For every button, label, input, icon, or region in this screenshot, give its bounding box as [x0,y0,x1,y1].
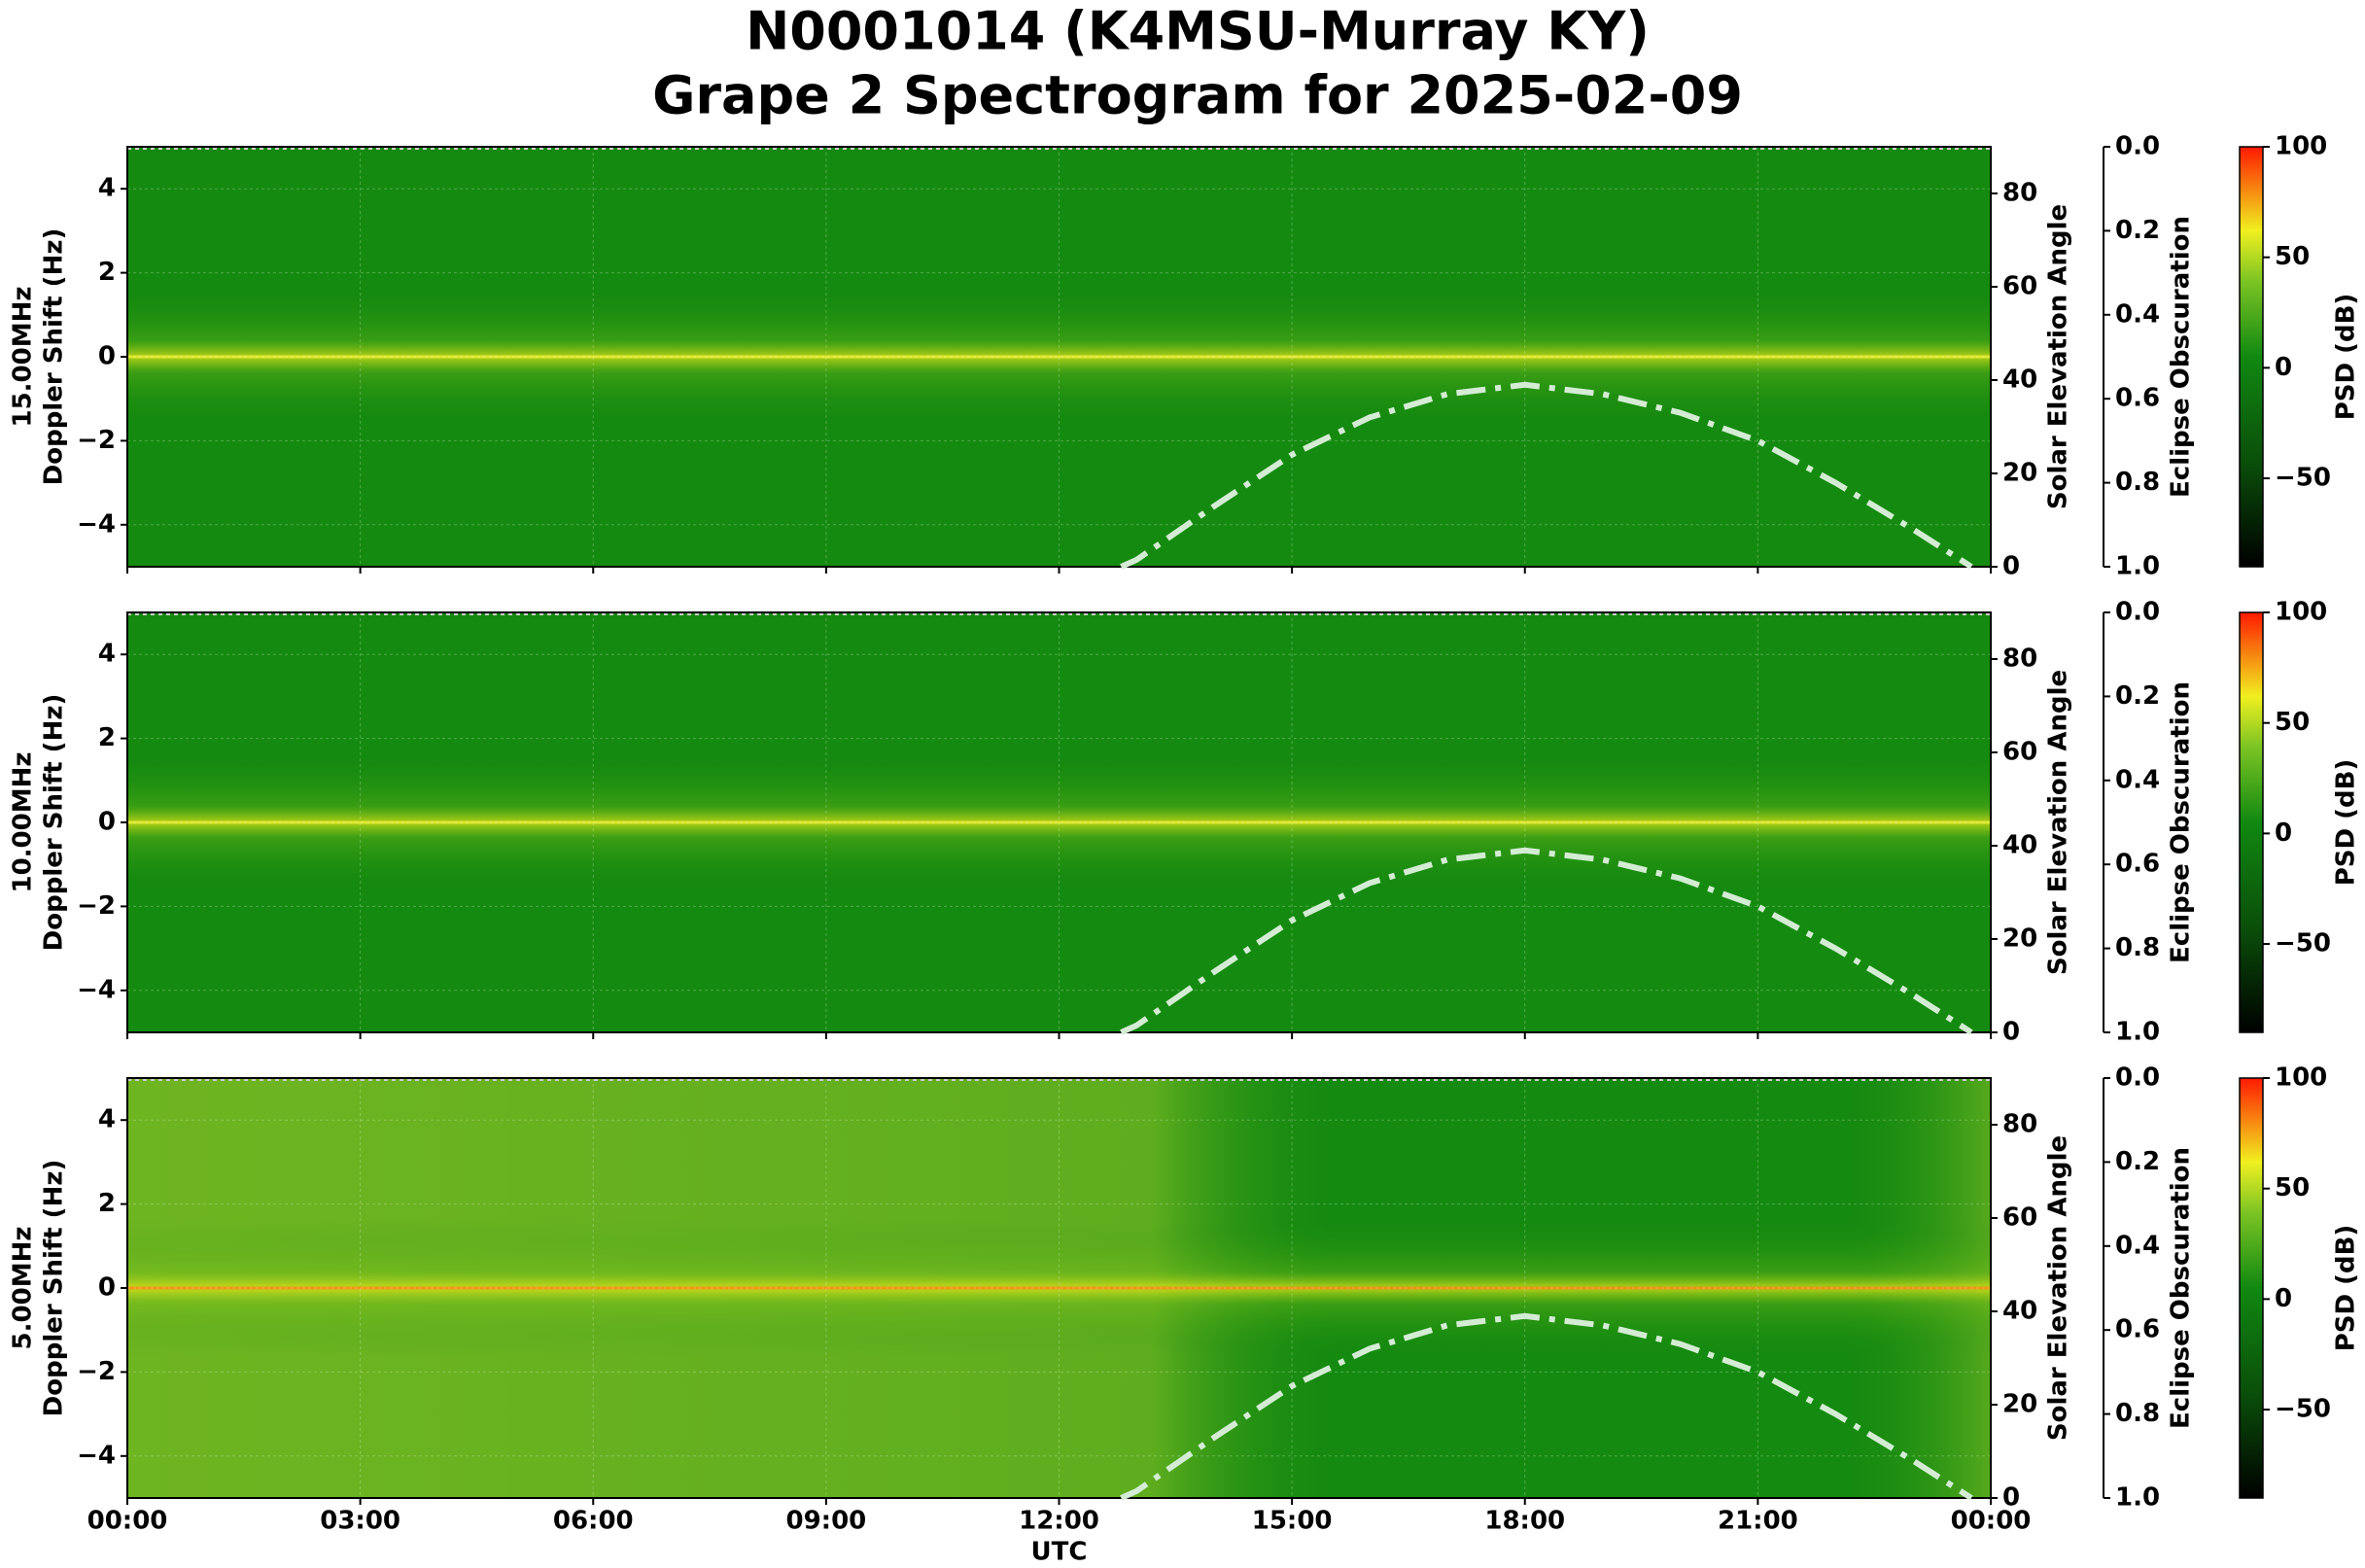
y2-tick-label: 40 [2002,831,2037,860]
y-tick-label: −2 [77,1357,116,1386]
eclipse-tick-label: 0.2 [2115,1147,2160,1176]
eclipse-tick-label: 0.2 [2115,681,2160,711]
eclipse-axis-label: Eclipse Obscuration [2167,216,2196,498]
eclipse-tick-label: 1.0 [2115,1483,2160,1513]
y2-tick-label: 0 [2002,1018,2020,1047]
y-tick-label: 2 [98,1189,116,1218]
colorbar-tick-label: −50 [2275,1395,2331,1424]
colorbar-tick-label: 0 [2275,819,2292,848]
colorbar-tick-label: 0 [2275,353,2292,382]
x-tick-label: 18:00 [1484,1507,1565,1536]
solar-elevation-line [1120,1312,1973,1501]
eclipse-tick-label: 0.0 [2115,598,2160,627]
solar-elevation-line [1120,847,1973,1035]
colorbar-label: PSD (dB) [2332,294,2361,421]
y2-tick-label: 80 [2002,1110,2037,1139]
colorbar-tick-label: 50 [2275,1173,2310,1202]
y2-tick-label: 20 [2002,459,2037,488]
x-tick-label: 00:00 [1951,1507,2032,1536]
y-axis-label: 5.00MHz [9,1227,38,1350]
y-axis-label: Doppler Shift (Hz) [40,1160,69,1417]
y2-tick-label: 60 [2002,1203,2037,1233]
eclipse-tick-label: 0.8 [2115,468,2160,497]
colorbar-tick-label: 0 [2275,1284,2292,1313]
x-tick-label: 00:00 [87,1507,168,1536]
colorbar-tick-label: 100 [2275,132,2327,161]
x-tick-label: 09:00 [785,1507,866,1536]
y-axis-label: Doppler Shift (Hz) [40,228,69,486]
x-tick-label: 15:00 [1252,1507,1333,1536]
eclipse-tick-label: 0.4 [2115,299,2160,329]
colorbar-tick-label: 100 [2275,598,2327,627]
y-axis-label: 10.00MHz [9,751,38,892]
colorbar [2239,146,2264,568]
eclipse-tick-label: 1.0 [2115,552,2160,581]
eclipse-tick-label: 0.4 [2115,1231,2160,1260]
eclipse-tick-label: 0.8 [2115,933,2160,962]
x-tick-label: 06:00 [553,1507,634,1536]
x-tick-label: 03:00 [320,1507,400,1536]
y2-tick-label: 0 [2002,552,2020,581]
colorbar [2239,1077,2264,1499]
x-axis-label: UTC [1031,1538,1088,1567]
solar-elevation-line [1120,381,1973,570]
y2-tick-label: 60 [2002,272,2037,301]
y-tick-label: −4 [77,975,116,1004]
colorbar-tick-label: 50 [2275,242,2310,271]
y2-tick-label: 80 [2002,179,2037,208]
y2-axis-label: Solar Elevation Angle [2044,670,2073,975]
y2-tick-label: 20 [2002,924,2037,954]
eclipse-tick-label: 0.6 [2115,384,2160,413]
y2-tick-label: 0 [2002,1483,2020,1513]
eclipse-tick-label: 0.0 [2115,1063,2160,1093]
y-tick-label: −4 [77,1441,116,1470]
colorbar-tick-label: −50 [2275,464,2331,493]
y-tick-label: −4 [77,509,116,539]
colorbar-label: PSD (dB) [2332,759,2361,887]
eclipse-tick-label: 0.8 [2115,1399,2160,1428]
y-tick-label: 0 [98,808,116,837]
y2-tick-label: 60 [2002,738,2037,767]
y-tick-label: 0 [98,342,116,371]
y-tick-label: 4 [98,640,116,669]
x-tick-label: 21:00 [1718,1507,1798,1536]
chart-title: N0001014 (K4MSU-Murray KY) [746,1,1650,62]
colorbar-tick-label: 100 [2275,1063,2327,1093]
y-axis-label: Doppler Shift (Hz) [40,694,69,952]
eclipse-tick-label: 1.0 [2115,1018,2160,1047]
y-tick-label: 4 [98,1105,116,1134]
x-tick-label: 12:00 [1019,1507,1099,1536]
y-axis-label: 15.00MHz [9,286,38,427]
y-tick-label: −2 [77,891,116,921]
eclipse-tick-label: 0.2 [2115,216,2160,245]
colorbar [2239,611,2264,1033]
y-tick-label: 0 [98,1273,116,1303]
eclipse-tick-label: 0.0 [2115,132,2160,161]
colorbar-label: PSD (dB) [2332,1225,2361,1352]
y-tick-label: 2 [98,723,116,752]
eclipse-axis-label: Eclipse Obscuration [2167,681,2196,963]
eclipse-axis-label: Eclipse Obscuration [2167,1147,2196,1429]
y2-axis-label: Solar Elevation Angle [2044,204,2073,509]
y2-axis-label: Solar Elevation Angle [2044,1135,2073,1441]
y-tick-label: 4 [98,174,116,203]
y2-tick-label: 40 [2002,366,2037,395]
y2-tick-label: 40 [2002,1297,2037,1326]
y2-tick-label: 80 [2002,645,2037,674]
colorbar-tick-label: 50 [2275,708,2310,737]
y-tick-label: 2 [98,258,116,287]
y-tick-label: −2 [77,426,116,455]
chart-title: Grape 2 Spectrogram for 2025-02-09 [652,65,1743,126]
eclipse-tick-label: 0.4 [2115,765,2160,794]
eclipse-tick-label: 0.6 [2115,850,2160,879]
eclipse-tick-label: 0.6 [2115,1315,2160,1344]
colorbar-tick-label: −50 [2275,929,2331,958]
y2-tick-label: 20 [2002,1390,2037,1419]
